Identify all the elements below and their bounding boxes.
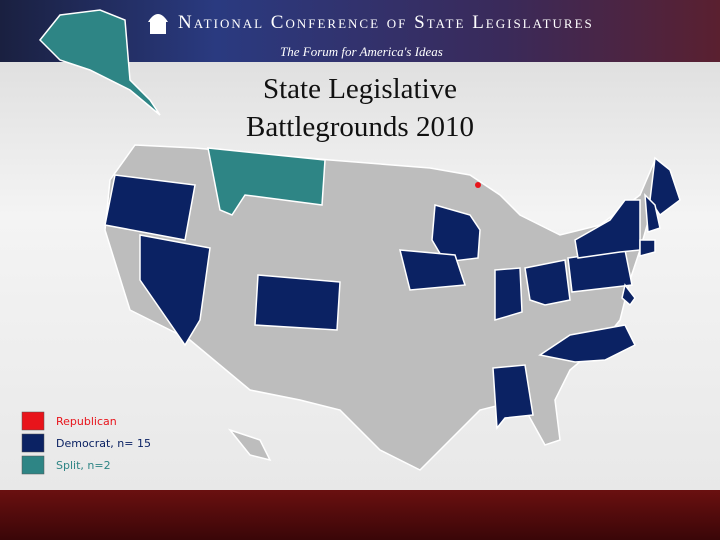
legend-swatch xyxy=(21,433,45,453)
hawaii xyxy=(227,428,272,462)
wisconsin xyxy=(431,204,481,263)
north-carolina xyxy=(538,324,637,363)
legend-swatch xyxy=(21,411,45,431)
capitol-icon xyxy=(148,14,168,34)
footer-band xyxy=(0,490,720,540)
new-york xyxy=(574,199,641,259)
nevada xyxy=(139,234,211,347)
alaska xyxy=(38,9,161,116)
legend-swatch xyxy=(21,455,45,475)
indiana xyxy=(494,267,523,322)
legend-label: Split, n=2 xyxy=(56,459,111,472)
ohio xyxy=(524,259,571,306)
slide-title: State Legislative Battlegrounds 2010 xyxy=(246,73,474,143)
maine xyxy=(649,156,681,217)
tagline: The Forum for America's Ideas xyxy=(280,44,443,59)
iowa xyxy=(399,249,467,291)
legend-label: Democrat, n= 15 xyxy=(56,437,151,450)
alabama xyxy=(492,364,534,430)
delaware xyxy=(621,283,636,307)
state-marker xyxy=(475,182,481,188)
new-hampshire xyxy=(644,193,661,234)
connecticut xyxy=(639,239,656,257)
colorado xyxy=(254,274,341,331)
oregon xyxy=(104,174,196,241)
legend-label: Republican xyxy=(56,415,117,428)
organization-name: National Conference of State Legislature… xyxy=(178,12,594,33)
montana xyxy=(207,147,326,216)
